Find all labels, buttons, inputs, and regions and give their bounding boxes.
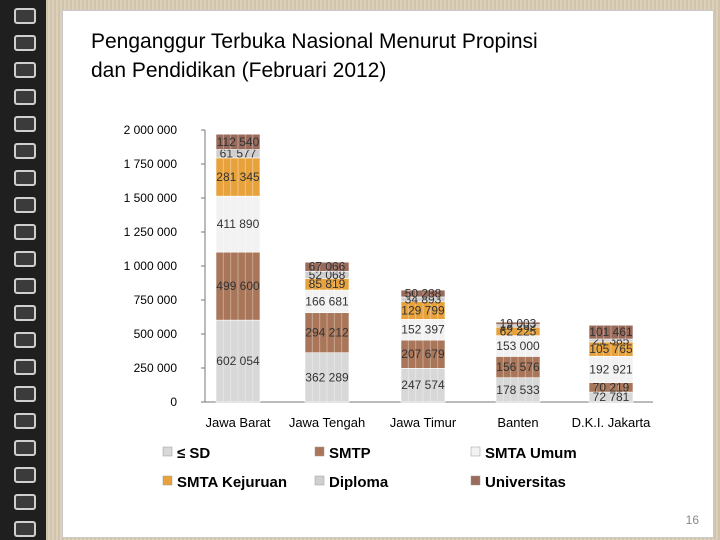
binder-ring	[14, 197, 36, 213]
data-label: 85 819	[309, 277, 346, 291]
data-label: 112 540	[217, 135, 260, 149]
bar-segment	[495, 377, 541, 403]
data-label: 362 289	[305, 370, 349, 384]
legend-swatch	[162, 446, 173, 457]
data-label: 499 600	[216, 279, 260, 293]
y-tick-label: 1 000 000	[124, 259, 178, 273]
bar-segment	[215, 251, 261, 321]
data-label: 70 219	[593, 380, 630, 394]
binder-ring	[14, 251, 36, 267]
bar-segment	[495, 321, 541, 325]
data-label: 294 212	[305, 326, 349, 340]
category-label: D.K.I. Jakarta	[572, 415, 652, 430]
y-tick-label: 2 000 000	[124, 123, 178, 137]
legend-swatch	[162, 475, 173, 486]
data-label: 62 225	[500, 324, 537, 338]
bar-segment	[588, 356, 634, 383]
binder-ring	[14, 305, 36, 321]
binder-ring	[14, 494, 36, 510]
legend-label: Universitas	[485, 474, 566, 491]
data-label: 153 000	[496, 339, 540, 353]
data-label: 192 921	[589, 362, 633, 376]
bar-segment	[400, 368, 446, 403]
binder-ring	[14, 116, 36, 132]
binder-ring	[14, 89, 36, 105]
data-label: 166 681	[305, 294, 349, 308]
binder-ring	[14, 521, 36, 537]
page-number: 16	[685, 513, 699, 527]
category-label: Banten	[497, 415, 538, 430]
legend-swatch	[470, 446, 481, 457]
slide: Penganggur Terbuka Nasional Menurut Prop…	[62, 10, 714, 538]
legend-swatch	[314, 446, 325, 457]
title-line-2: dan Pendidikan (Februari 2012)	[91, 59, 387, 82]
bar-segment	[215, 195, 261, 253]
legend-swatch	[470, 475, 481, 486]
y-tick-label: 500 000	[134, 327, 178, 341]
legend-swatch	[314, 475, 325, 486]
category-label: Jawa Timur	[390, 415, 457, 430]
y-tick-label: 1 750 000	[124, 157, 178, 171]
data-label: 61 577	[220, 147, 257, 161]
data-label: 105 765	[589, 342, 633, 356]
binder-ring	[14, 62, 36, 78]
binder-ring	[14, 35, 36, 51]
binder-ring	[14, 332, 36, 348]
binder-ring	[14, 440, 36, 456]
binder-ring	[14, 170, 36, 186]
legend-label: ≤ SD	[177, 445, 210, 462]
data-label: 50 288	[405, 287, 442, 301]
y-tick-label: 750 000	[134, 293, 178, 307]
binder-ring	[14, 143, 36, 159]
binder-ring	[14, 413, 36, 429]
category-label: Jawa Tengah	[289, 415, 365, 430]
legend-label: SMTP	[329, 445, 371, 462]
data-label: 67 066	[309, 260, 346, 274]
bar-segment	[400, 339, 446, 369]
data-label: 602 054	[216, 354, 260, 368]
bar-segment	[215, 319, 261, 403]
data-label: 152 397	[401, 323, 445, 337]
bar-segment	[588, 324, 634, 340]
bar-segment	[215, 133, 261, 150]
bar-segment	[304, 352, 350, 403]
binder-ring	[14, 359, 36, 375]
binder-ring	[14, 467, 36, 483]
data-label: 178 533	[496, 383, 540, 397]
stacked-bar-chart: 0 250 000 500 000 750 000 1 000 000 1 250 000…	[124, 123, 653, 491]
data-label: 411 890	[217, 217, 260, 231]
binder-strip	[0, 0, 46, 540]
data-label: 281 345	[216, 170, 260, 184]
slide-title: Penganggur Terbuka Nasional Menurut Prop…	[91, 27, 691, 85]
data-label: 72 781	[593, 390, 630, 404]
data-label: 156 576	[496, 360, 540, 374]
data-label: 207 679	[401, 347, 445, 361]
legend-label: SMTA Umum	[485, 445, 577, 462]
data-label: 247 574	[401, 378, 445, 392]
binder-ring	[14, 224, 36, 240]
data-label: 19 003	[500, 316, 537, 330]
binder-ring	[14, 386, 36, 402]
bar-segment	[304, 261, 350, 272]
y-tick-label: 1 500 000	[124, 191, 178, 205]
legend-label: Diploma	[329, 474, 389, 491]
title-line-1: Penganggur Terbuka Nasional Menurut Prop…	[91, 30, 538, 53]
binder-ring	[14, 8, 36, 24]
bar-segment	[304, 312, 350, 354]
bar-segment	[400, 289, 446, 298]
legend-label: SMTA Kejuruan	[177, 474, 287, 491]
bar-segment	[215, 157, 261, 197]
data-label: 101 461	[589, 325, 633, 339]
data-label: 129 799	[401, 304, 445, 318]
y-tick-label: 250 000	[134, 361, 178, 375]
y-tick-label: 1 250 000	[124, 225, 178, 239]
y-tick-label: 0	[170, 395, 177, 409]
category-label: Jawa Barat	[205, 415, 270, 430]
binder-ring	[14, 278, 36, 294]
